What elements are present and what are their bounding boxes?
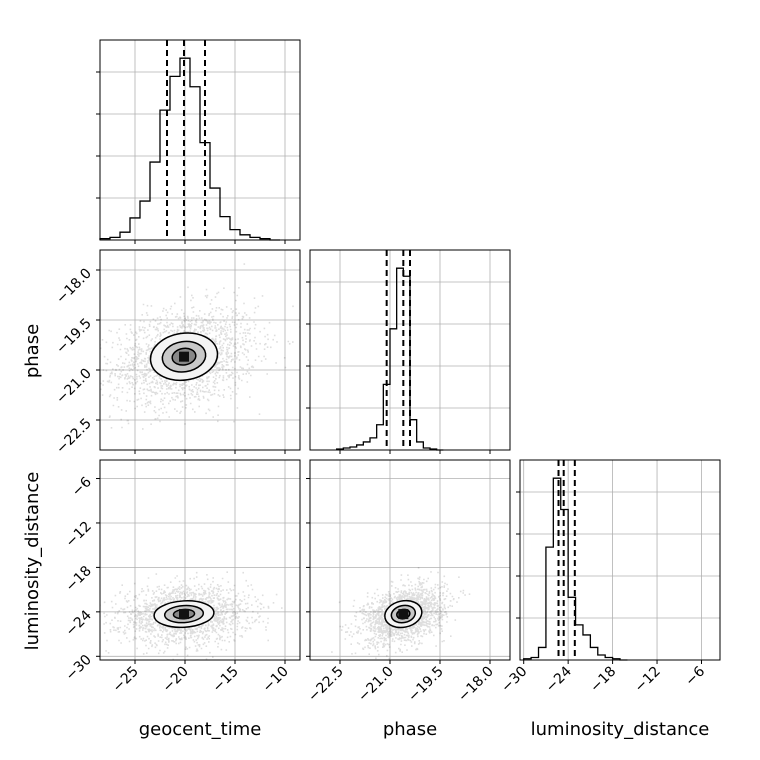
panel-frame [309,249,511,451]
y-tick-label: −22.5 [53,416,95,458]
panel-frame [99,249,301,451]
x-tick-label: −20 [160,664,192,696]
y-tick-label: −12 [63,518,95,550]
x-tick-label: −18 [587,664,619,696]
xlabel-phase: phase [383,719,437,740]
x-tick-label: −19.5 [405,664,447,706]
ylabel-phase: phase [22,324,43,378]
y-tick-label: −21.0 [53,366,95,408]
density-peak [398,609,409,620]
density-geocent_time-phase [100,263,300,430]
x-tick-label: −21.0 [355,664,397,706]
histogram-geocent_time [99,57,280,241]
ylabel-luminosity-distance: luminosity_distance [22,472,43,651]
x-tick-label: −10 [260,664,292,696]
x-tick-label: −15 [210,664,242,696]
x-tick-label: −6 [682,663,708,689]
x-tick-label: −22.5 [305,664,347,706]
xlabel-geocent-time: geocent_time [139,719,262,740]
histogram-luminosity_distance [523,477,628,661]
data-layer [99,40,628,661]
panel-frame [309,459,511,661]
x-tick-label: −18.0 [455,664,497,706]
frame-layer [99,39,721,661]
y-tick-label: −24 [63,607,95,639]
y-tick-label: −19.5 [53,316,95,358]
y-tick-label: −18 [63,563,95,595]
panel-frame [519,459,721,661]
y-tick-label: −6 [69,474,95,500]
histogram-phase [336,267,444,451]
x-tick-label: −25 [110,664,142,696]
y-tick-label: −18.0 [53,266,95,308]
x-tick-label: −24 [543,663,575,695]
y-tick-label: −30 [63,652,95,684]
x-tick-label: −12 [632,664,664,696]
density-phase-luminosity_distance [331,567,471,660]
density-peak [179,609,189,620]
xlabel-luminosity-distance: luminosity_distance [531,719,710,740]
panel-frame [99,39,301,241]
density-geocent_time-luminosity_distance [100,571,300,660]
panel-frame [99,459,301,661]
density-peak [179,351,189,362]
x-tick-label: −30 [498,664,530,696]
